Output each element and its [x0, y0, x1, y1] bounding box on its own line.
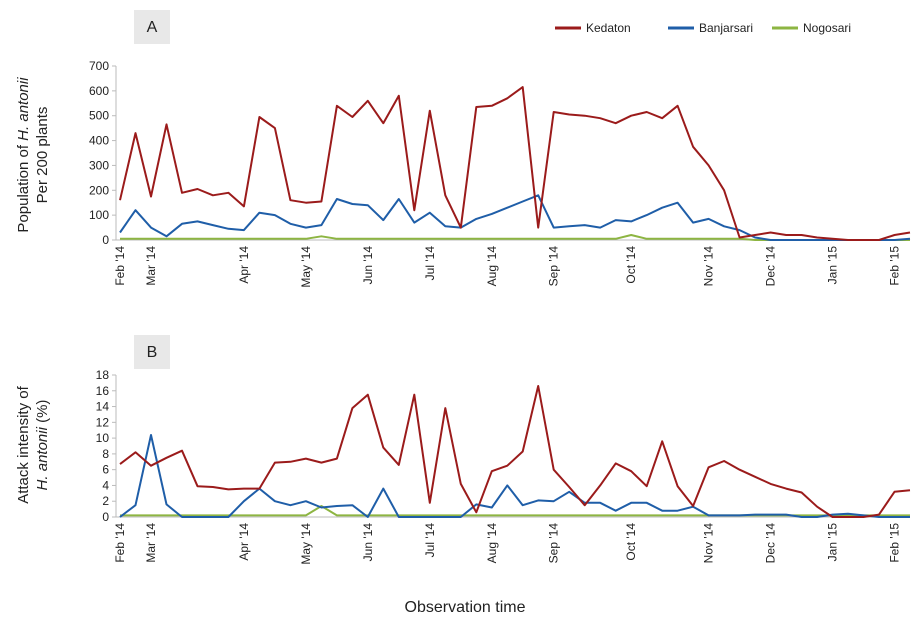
x-tick-label: Dec '14 — [764, 523, 778, 564]
x-tick-label: Apr '14 — [237, 523, 251, 561]
y-tick-label: 200 — [89, 183, 109, 197]
y-tick-label: 0 — [102, 510, 109, 524]
y-axis-label: H. antonii (%) — [34, 400, 51, 491]
panel-label: A — [147, 19, 158, 36]
y-label-part: Attack intensity of — [15, 385, 32, 503]
y-tick-label: 10 — [96, 431, 110, 445]
x-tick-label: Apr '14 — [237, 246, 251, 284]
y-axis-label: Attack intensity of — [15, 385, 32, 503]
y-label-part: H. antonii — [34, 426, 51, 490]
y-tick-label: 8 — [102, 447, 109, 461]
y-tick-label: 600 — [89, 84, 109, 98]
y-label-part: Population of — [15, 141, 32, 233]
x-tick-label: Jan '15 — [826, 523, 840, 562]
x-tick-label: Feb '14 — [113, 246, 127, 286]
panel-label-box — [134, 10, 170, 44]
x-tick-label: Sep '14 — [547, 523, 561, 564]
x-tick-label: May '14 — [299, 246, 313, 288]
legend-label: Kedaton — [586, 21, 631, 35]
x-tick-label: Aug '14 — [485, 246, 499, 287]
legend-label: Nogosari — [803, 21, 851, 35]
y-tick-label: 18 — [96, 368, 110, 382]
x-tick-label: Dec '14 — [764, 246, 778, 287]
y-axis-label: Per 200 plants — [34, 107, 51, 204]
data-line — [119, 434, 910, 518]
x-tick-label: Jun '14 — [361, 523, 375, 562]
legend-label: Banjarsari — [699, 21, 753, 35]
x-tick-label: Feb '15 — [888, 523, 902, 563]
x-tick-label: Nov '14 — [702, 246, 716, 287]
x-tick-label: May '14 — [299, 523, 313, 565]
y-tick-label: 2 — [102, 494, 109, 508]
x-tick-label: Jul '14 — [423, 523, 437, 558]
y-axis-label: Population of H. antonii — [15, 77, 32, 233]
x-tick-label: Nov '14 — [702, 523, 716, 564]
panel-label: B — [147, 344, 158, 361]
data-line — [119, 194, 911, 241]
y-tick-label: 300 — [89, 158, 109, 172]
y-tick-label: 700 — [89, 59, 109, 73]
y-tick-label: 14 — [96, 400, 110, 414]
y-tick-label: 0 — [102, 233, 109, 247]
x-tick-label: Oct '14 — [624, 523, 638, 561]
y-tick-label: 500 — [89, 109, 109, 123]
data-line — [119, 86, 911, 241]
panel-label-box — [134, 335, 170, 369]
y-label-part: (%) — [34, 400, 51, 428]
y-label-part: H. antonii — [15, 77, 32, 141]
x-tick-label: Feb '15 — [888, 246, 902, 286]
x-tick-label: Jul '14 — [423, 246, 437, 281]
data-line — [119, 385, 911, 518]
x-tick-label: Aug '14 — [485, 523, 499, 564]
y-tick-label: 16 — [96, 384, 110, 398]
y-tick-label: 6 — [102, 463, 109, 477]
y-tick-label: 12 — [96, 415, 110, 429]
x-tick-label: Jan '15 — [826, 246, 840, 285]
x-tick-label: Mar '14 — [144, 523, 158, 563]
y-tick-label: 100 — [89, 208, 109, 222]
y-tick-label: 400 — [89, 134, 109, 148]
y-tick-label: 4 — [102, 478, 109, 492]
x-tick-label: Sep '14 — [547, 246, 561, 287]
y-label-part: Per 200 plants — [34, 107, 51, 204]
x-tick-label: Mar '14 — [144, 246, 158, 286]
x-tick-label: Oct '14 — [624, 246, 638, 284]
x-tick-label: Jun '14 — [361, 246, 375, 285]
x-axis-label: Observation time — [405, 599, 526, 616]
x-tick-label: Feb '14 — [113, 523, 127, 563]
